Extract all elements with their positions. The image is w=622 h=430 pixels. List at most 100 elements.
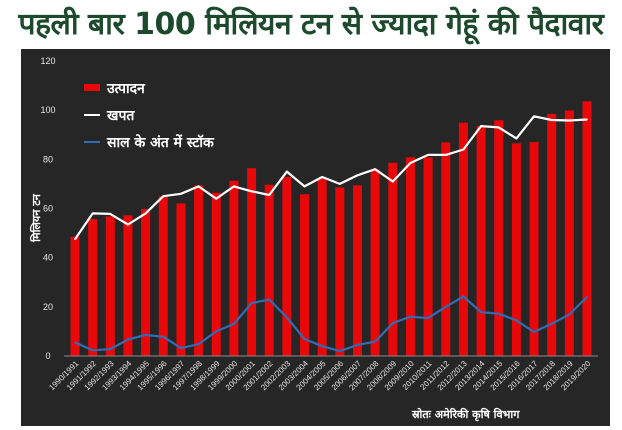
point-stock (286, 316, 288, 319)
bar-production (388, 162, 398, 356)
point-stock (321, 345, 323, 347)
point-stock (356, 344, 359, 346)
legend-label-consumption: खपत (106, 108, 135, 124)
bar-production (176, 203, 186, 356)
bar-production (247, 168, 257, 356)
point-stock (409, 315, 412, 318)
bar-production (158, 196, 168, 356)
y-axis-label: मिलियन टन (29, 193, 43, 243)
point-consumption (444, 154, 447, 156)
y-tick-label: 80 (43, 154, 53, 164)
bar-production (300, 194, 310, 356)
point-consumption (180, 192, 182, 195)
point-consumption (568, 119, 571, 122)
bar-production (423, 157, 433, 356)
point-consumption (321, 176, 323, 178)
bar-production (194, 185, 204, 356)
bar-production (370, 169, 380, 356)
point-consumption (462, 148, 465, 151)
point-stock (515, 319, 518, 322)
point-consumption (533, 115, 535, 118)
legend-label-production: उत्पादन (106, 81, 146, 97)
bar-production (105, 216, 115, 356)
legend-swatch-production (84, 84, 100, 91)
bar-production (405, 157, 415, 356)
point-consumption (550, 119, 553, 121)
point-stock (568, 313, 571, 316)
chart-title: पहली बार 100 मिलियन टन से ज्यादा गेहूं क… (18, 7, 604, 42)
point-consumption (215, 197, 218, 200)
point-stock (303, 338, 306, 340)
bar-production (529, 142, 539, 356)
point-stock (250, 302, 253, 304)
point-consumption (162, 195, 165, 198)
point-consumption (74, 238, 76, 241)
point-stock (268, 298, 271, 301)
point-consumption (286, 170, 288, 173)
point-consumption (515, 137, 518, 140)
source-note: स्रोतः अमेरिकी कृषि विभाग (411, 407, 520, 422)
point-stock (480, 311, 482, 314)
point-consumption (303, 185, 306, 188)
point-consumption (197, 185, 200, 188)
point-consumption (268, 194, 271, 196)
bar-production (494, 120, 504, 356)
point-stock (127, 338, 129, 341)
bar-production (229, 180, 239, 356)
point-consumption (586, 118, 588, 121)
point-stock (533, 331, 535, 333)
point-stock (444, 306, 447, 308)
y-tick-label: 40 (43, 253, 53, 263)
y-tick-label: 120 (40, 56, 55, 66)
point-consumption (91, 212, 94, 215)
point-stock (550, 322, 553, 325)
bar-production (211, 192, 221, 356)
point-stock (427, 317, 429, 319)
point-consumption (109, 213, 112, 215)
point-consumption (480, 125, 482, 127)
point-consumption (391, 180, 394, 183)
point-stock (339, 350, 341, 352)
point-stock (586, 296, 588, 298)
point-consumption (427, 154, 429, 156)
bar-production (141, 208, 151, 356)
bar-production (458, 122, 468, 357)
bar-production (123, 215, 133, 356)
bar-production (70, 236, 80, 356)
point-consumption (409, 162, 412, 164)
point-consumption (497, 126, 500, 129)
bar-production (476, 126, 486, 356)
bar-production (352, 185, 362, 356)
y-tick-label: 100 (40, 105, 55, 115)
y-tick-label: 60 (43, 204, 53, 214)
legend: उत्पादन खपत साल के अंत में स्टॉक (84, 81, 215, 151)
point-consumption (356, 174, 359, 177)
bar-production (547, 113, 557, 357)
point-stock (374, 340, 376, 343)
point-stock (144, 334, 147, 336)
bar-production (335, 187, 345, 356)
point-consumption (374, 168, 376, 170)
y-tick-label: 20 (43, 302, 53, 312)
bar-production (317, 178, 327, 356)
point-stock (497, 312, 500, 315)
bar-production (441, 142, 451, 356)
bar-production (88, 219, 98, 356)
point-stock (74, 341, 76, 344)
point-stock (91, 349, 94, 352)
legend-label-stock: साल के अंत में स्टॉक (106, 134, 215, 151)
point-consumption (127, 223, 129, 226)
point-stock (215, 330, 218, 333)
point-consumption (233, 185, 235, 188)
point-stock (162, 336, 165, 338)
point-consumption (144, 212, 147, 215)
point-stock (233, 323, 235, 325)
point-consumption (250, 190, 253, 193)
bar-production (582, 101, 592, 356)
bar-production (282, 177, 292, 356)
line-consumption (74, 115, 588, 240)
point-stock (462, 295, 465, 298)
bar-production (511, 143, 521, 356)
point-stock (391, 322, 394, 324)
